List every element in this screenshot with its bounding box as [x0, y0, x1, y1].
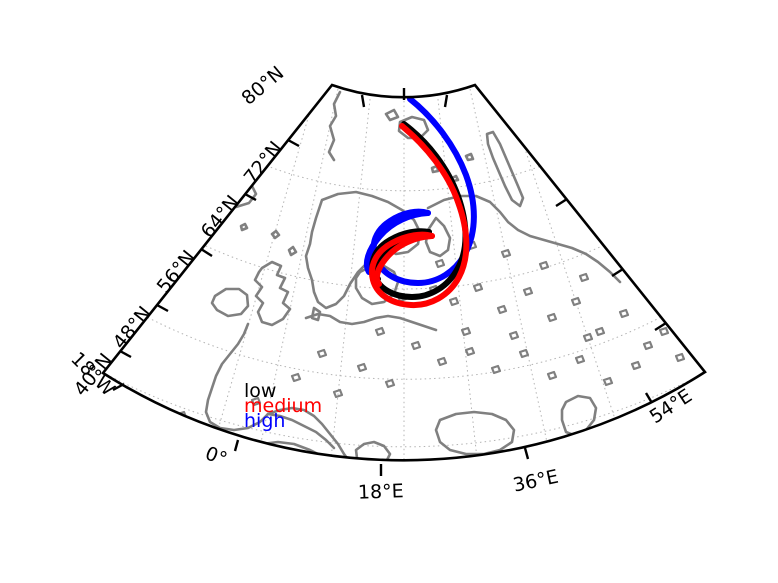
track-high — [370, 96, 477, 286]
coast-scandinavia — [304, 190, 422, 310]
coast-jan-mayen — [239, 222, 249, 232]
coast-ireland — [210, 287, 250, 318]
coast-iberia-atlantic — [204, 322, 270, 432]
tick-lat-64-right — [555, 197, 568, 208]
parallel-64n — [159, 221, 649, 290]
coast-svalbard — [397, 115, 430, 140]
meridian-45e — [403, 85, 621, 435]
legend-item-low: low — [244, 380, 276, 402]
coast-denmark — [310, 306, 322, 322]
tick-lat-56-right — [611, 267, 624, 278]
coast-faroes — [270, 229, 281, 240]
tick-lat-48-right — [654, 321, 667, 332]
tick-lon-18w — [112, 382, 125, 392]
coast-great-britain — [253, 260, 292, 327]
tick-lat-72 — [287, 138, 300, 148]
legend-item-high: high — [244, 410, 285, 432]
legend-item-medium: medium — [244, 395, 322, 417]
parallel-56n — [122, 303, 686, 380]
track-high-tail — [363, 210, 431, 275]
tick-marks-group — [112, 88, 667, 476]
tick-lat-40 — [119, 349, 132, 359]
coast-italy — [266, 406, 352, 461]
map-frame — [101, 83, 707, 462]
coast-novaya-zemlya — [485, 130, 525, 208]
tick-lon-54e — [644, 392, 654, 404]
tick-lat-56 — [200, 247, 213, 258]
coast-shetland — [287, 245, 298, 257]
legend: low medium high — [244, 380, 322, 432]
coast-iberia-south — [266, 412, 336, 450]
tick-lat-48 — [156, 303, 169, 313]
tick-lon-top-c — [443, 94, 449, 108]
track-medium-tail — [373, 233, 435, 287]
tick-lon-36e — [523, 447, 530, 460]
coast-russian-arctic — [426, 194, 622, 284]
tick-lon-top-a — [360, 94, 366, 108]
coast-greenland-east — [327, 90, 342, 162]
tick-lon-0 — [233, 439, 240, 452]
coast-hopen — [464, 152, 475, 162]
coast-svalbard-west — [384, 108, 400, 122]
coast-black-sea — [434, 410, 516, 456]
coast-greece — [354, 440, 392, 461]
coast-bear-island — [430, 164, 440, 174]
tick-lat-64 — [244, 192, 257, 202]
track-medium — [369, 123, 470, 309]
coast-baltic-south — [304, 312, 438, 332]
label-lon-18e: 18°E — [358, 480, 404, 504]
storm-track-group — [363, 96, 477, 309]
